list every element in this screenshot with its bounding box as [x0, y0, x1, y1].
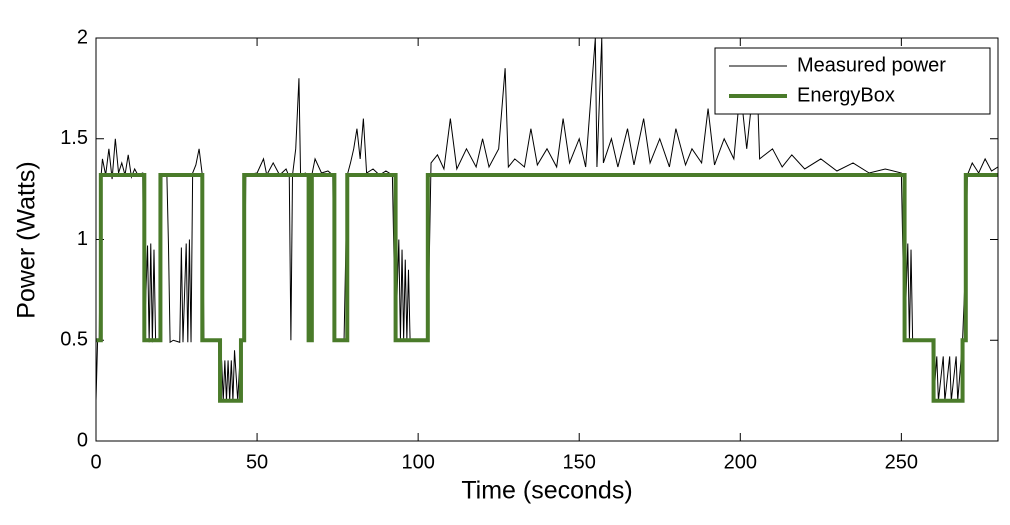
x-tick-label: 250: [885, 451, 918, 473]
x-tick-label: 100: [401, 451, 434, 473]
plot-frame: [95, 37, 999, 442]
x-axis-label: Time (seconds): [461, 477, 632, 505]
series-line: [96, 173, 998, 403]
y-tick-label: 2: [77, 26, 88, 48]
legend-label: EnergyBox: [797, 84, 895, 106]
y-axis-label: Power (Watts): [13, 161, 41, 318]
y-tick-label: 1: [77, 228, 88, 250]
legend-box: [714, 47, 991, 115]
x-tick-label: 200: [724, 451, 757, 473]
legend-label: Measured power: [797, 54, 946, 76]
y-tick-label: 0.5: [60, 329, 88, 351]
x-tick-label: 0: [90, 451, 101, 473]
x-tick-label: 50: [246, 451, 268, 473]
y-tick-label: 1.5: [60, 127, 88, 149]
y-tick-label: 0: [77, 429, 88, 451]
x-tick-label: 150: [563, 451, 596, 473]
